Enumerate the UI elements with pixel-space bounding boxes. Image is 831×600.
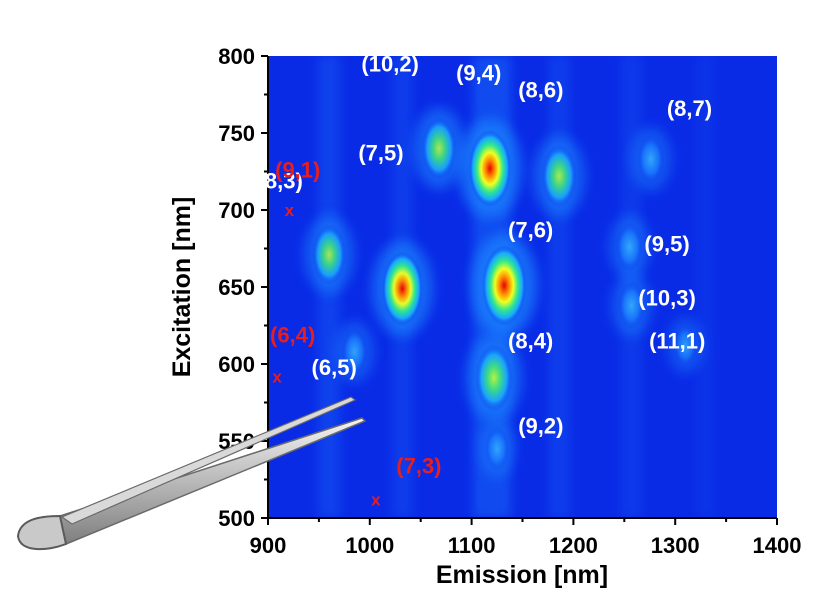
axes: 900 1000 1100 1200 1300 1400 5005506006507007… (168, 44, 801, 589)
x-tick-label: 1200 (549, 533, 598, 558)
y-tick-label: 650 (218, 275, 255, 300)
chirality-label: (10,2) (361, 51, 418, 76)
chirality-label: (11,1) (649, 329, 705, 354)
chirality-label: (7,6) (508, 218, 553, 243)
x-axis-title: Emission [nm] (436, 561, 608, 589)
unobserved-label: (6,4) (270, 322, 315, 347)
y-axis-title: Excitation [nm] (168, 197, 196, 378)
plot-area (268, 56, 777, 518)
y-tick-label: 750 (218, 121, 255, 146)
peak-spot-5 (541, 144, 577, 208)
tweezers-arm-upper (60, 396, 357, 525)
chirality-label: (8,7) (667, 96, 712, 121)
tweezers-illustration (16, 396, 367, 551)
x-tick-label: 1400 (753, 533, 802, 558)
chirality-label: (8,3) (258, 168, 303, 193)
tweezers-end (16, 514, 68, 551)
emission-stripe-6 (696, 56, 715, 518)
unobserved-chiralities: x (9,1) x (6,4) x (7,3) (270, 158, 441, 510)
peak-spot-6 (482, 245, 527, 326)
x-tick-label: 1100 (448, 533, 496, 558)
peak-spot-12 (618, 281, 645, 330)
peak-spot-9 (484, 426, 510, 471)
x-ticks: 900 1000 1100 1200 1300 1400 (250, 518, 802, 558)
peak-spot-11 (615, 222, 643, 272)
peak-spot-4 (468, 130, 511, 207)
y-tick-label: 600 (218, 352, 255, 377)
unobserved-marker: x (272, 367, 282, 386)
x-tick-label: 1000 (345, 533, 394, 558)
unobserved-label: (9,1) (275, 158, 320, 183)
y-tick-label: 700 (218, 198, 255, 223)
peak-spot-7 (475, 344, 513, 412)
unobserved-marker: x (285, 201, 295, 220)
chirality-label: (8,4) (508, 329, 553, 354)
chirality-label: (8,6) (518, 78, 563, 103)
emission-stripe-4 (548, 56, 571, 518)
peak-spot-3 (421, 117, 457, 180)
chirality-label: (10,3) (638, 285, 695, 310)
peak-spot-10 (637, 134, 665, 184)
chirality-labels: (8,3) (7,5) (10,2) (9,4) (8,6) (7,6) (8,4) (6,5… (258, 51, 712, 438)
chirality-label: (9,2) (518, 413, 563, 438)
chirality-label: (7,5) (358, 141, 403, 166)
peak-spot-8 (341, 328, 368, 376)
peak-spots (304, 107, 704, 478)
chirality-label: (9,4) (456, 61, 501, 86)
chirality-label: (9,5) (644, 232, 689, 257)
peak-spot-1 (312, 224, 346, 285)
unobserved-marker: x (371, 491, 381, 510)
unobserved-label: (7,3) (396, 453, 441, 478)
x-tick-label: 1300 (651, 533, 700, 558)
y-tick-label: 800 (218, 44, 255, 69)
y-tick-label: 500 (218, 506, 255, 531)
peak-spot-2 (382, 251, 423, 326)
peak-spot-13 (673, 324, 698, 367)
chirality-label: (6,5) (312, 355, 357, 380)
x-tick-label: 900 (250, 533, 287, 558)
